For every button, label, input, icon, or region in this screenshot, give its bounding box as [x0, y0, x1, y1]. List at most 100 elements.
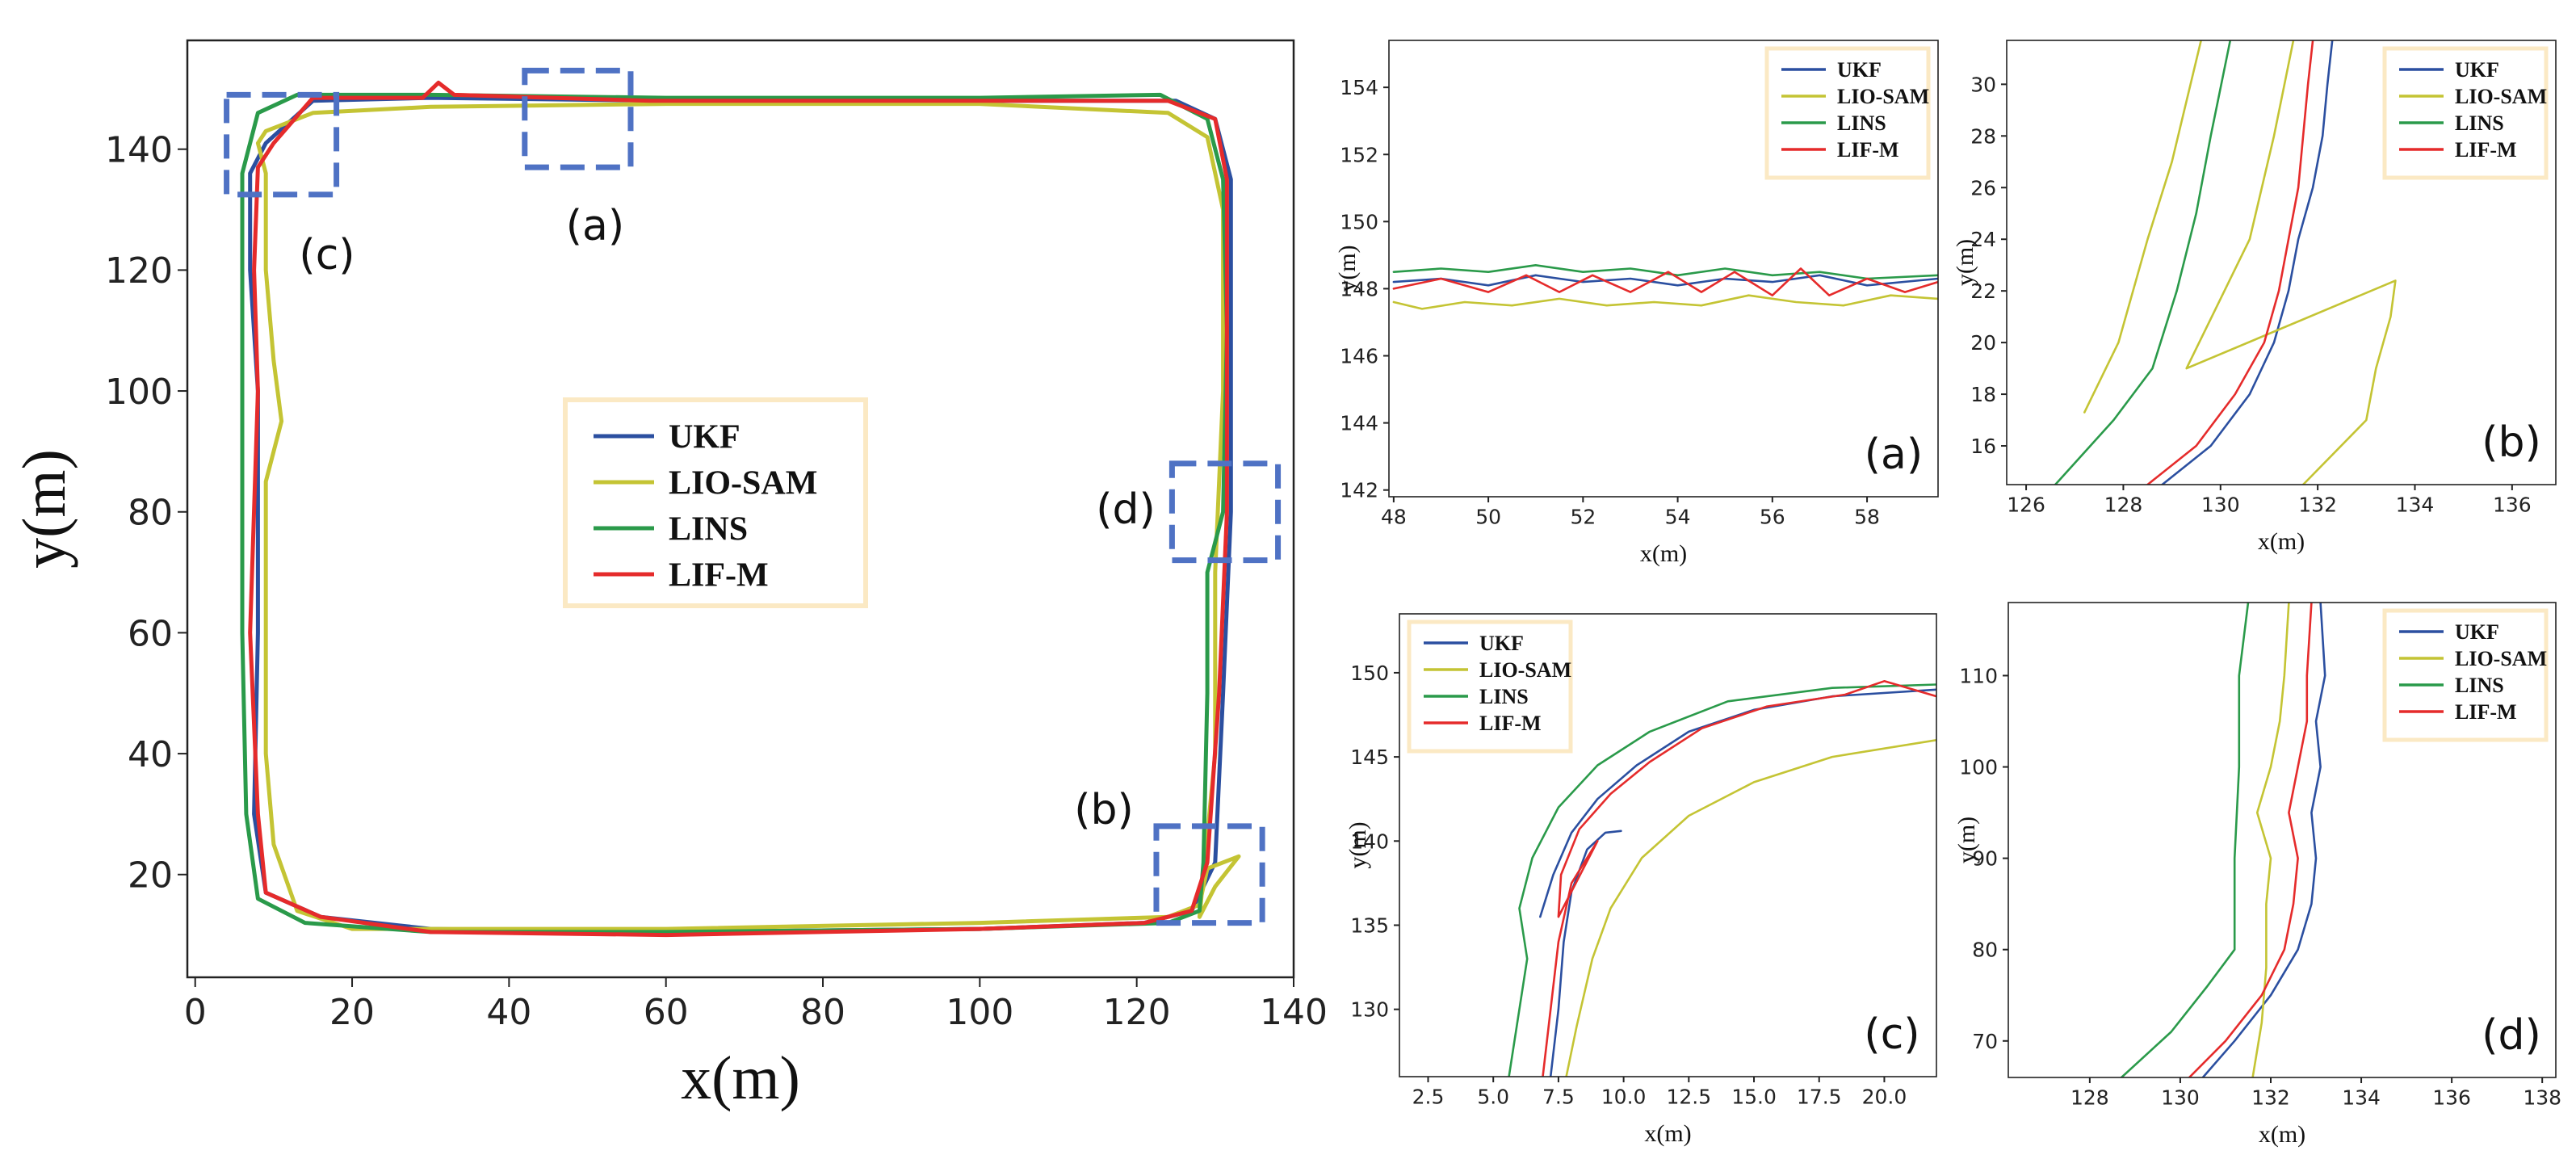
legend-entry-lins: LINS — [1837, 111, 1886, 135]
x-tick-label: 0 — [184, 992, 207, 1033]
x-axis-label: x(m) — [2259, 1121, 2305, 1148]
plot-frame — [186, 39, 1295, 979]
x-tick-label: 15.0 — [1731, 1085, 1777, 1108]
legend-entry-ukf: UKF — [2455, 58, 2499, 82]
y-tick-label: 100 — [1959, 756, 1998, 779]
legend-entry-ukf: UKF — [2455, 620, 2499, 644]
legend-entry-ukf: UKF — [669, 419, 740, 456]
y-axis-label: y(m) — [1334, 245, 1361, 292]
x-axis-label: x(m) — [2258, 528, 2305, 555]
y-tick-label: 60 — [128, 613, 173, 654]
x-axis-label: x(m) — [1640, 540, 1687, 567]
legend-entry-lif-m: LIF-M — [1837, 138, 1899, 162]
series-group — [2054, 40, 2397, 485]
y-tick-label: 150 — [1350, 662, 1389, 685]
plot-frame — [1388, 40, 1939, 498]
x-tick-label: 130 — [2201, 493, 2240, 516]
panel-label: (c) — [1864, 1010, 1919, 1059]
series-line-lio-sam — [2083, 40, 2202, 414]
panel-label: (a) — [1865, 430, 1923, 479]
chart-d: 128 130 132 134 136 138 70 80 90 100 110 x(m) y(m) (d… — [1953, 602, 2561, 1148]
x-tick-label: 58 — [1854, 505, 1880, 528]
x-tick-label: 136 — [2493, 493, 2532, 516]
legend-entry-lif-m: LIF-M — [669, 557, 769, 594]
y-tick-label: 18 — [1970, 383, 1996, 406]
legend-entry-ukf: UKF — [1837, 58, 1882, 82]
x-tick-label: 136 — [2432, 1086, 2471, 1109]
y-tick-label: 20 — [1970, 331, 1996, 355]
y-tick-label: 140 — [1350, 830, 1389, 853]
legend: UKF LIO-SAM LINS LIF-M — [2382, 608, 2549, 742]
y-tick-label: 154 — [1340, 76, 1378, 99]
x-tick-label: 120 — [1103, 992, 1171, 1033]
legend-entry-lif-m: LIF-M — [2455, 138, 2517, 162]
series-line-ukf — [1392, 274, 1938, 287]
y-axis-label: y(m) — [10, 449, 78, 569]
y-tick-label: 144 — [1340, 412, 1378, 435]
zoom-label-c: (c) — [299, 231, 355, 279]
x-tick-label: 7.5 — [1542, 1085, 1575, 1108]
x-tick-label: 126 — [2007, 493, 2045, 516]
legend-box — [2382, 608, 2549, 742]
zoom-box-d — [1168, 460, 1282, 564]
legend: UKF LIO-SAM LINS LIF-M — [1407, 620, 1573, 754]
series-line-lio-sam — [1392, 294, 1938, 310]
y-tick-label: 152 — [1340, 143, 1378, 166]
y-tick-label: 100 — [105, 372, 173, 413]
x-tick-label: 80 — [800, 992, 845, 1033]
series-line-ukf — [2201, 603, 2326, 1077]
series-line-ukf — [1539, 688, 1936, 918]
x-tick-label: 20.0 — [1862, 1085, 1907, 1108]
y-tick-label: 22 — [1970, 279, 1996, 303]
y-axis-label: y(m) — [1345, 821, 1371, 868]
y-tick-label: 146 — [1340, 345, 1378, 368]
x-tick-label: 2.5 — [1412, 1085, 1445, 1108]
series-line-lins — [1508, 683, 1936, 1077]
series-line-lins — [1392, 264, 1938, 280]
zoom-box-b — [1153, 823, 1265, 926]
panel-label: (b) — [2482, 418, 2541, 467]
series-group — [2120, 603, 2326, 1077]
y-tick-label: 26 — [1970, 176, 1996, 200]
y-tick-label: 145 — [1350, 746, 1389, 769]
y-tick-label: 110 — [1959, 664, 1998, 687]
x-axis-label: x(m) — [681, 1044, 800, 1112]
x-tick-label: 56 — [1760, 505, 1785, 528]
y-tick-label: 90 — [1972, 847, 1998, 871]
x-tick-label: 128 — [2070, 1086, 2109, 1109]
series-line-lins — [2120, 603, 2250, 1077]
x-tick-label: 132 — [2251, 1086, 2290, 1109]
chart-b: 126 128 130 132 134 136 16 18 20 22 24 26 28 30 x(m) y(… — [1952, 40, 2557, 555]
x-tick-label: 17.5 — [1797, 1085, 1842, 1108]
y-tick-label: 80 — [1972, 939, 1998, 962]
panel-label: (d) — [2482, 1011, 2541, 1060]
plot-frame — [2008, 602, 2557, 1078]
legend-entry-lio-sam: LIO-SAM — [1479, 658, 1571, 682]
x-tick-label: 134 — [2342, 1086, 2381, 1109]
series-group — [1508, 680, 1936, 1077]
y-tick-label: 40 — [128, 734, 173, 775]
series-line-lif-m — [2188, 603, 2313, 1077]
x-tick-label: 50 — [1475, 505, 1501, 528]
zoom-box-a — [522, 67, 634, 170]
x-tick-label: 138 — [2523, 1086, 2561, 1109]
legend: UKF LIO-SAM LINS LIF-M — [563, 397, 868, 608]
y-tick-label: 28 — [1970, 124, 1996, 148]
legend-entry-lio-sam: LIO-SAM — [1837, 85, 1929, 108]
x-axis-label: x(m) — [1644, 1120, 1691, 1147]
series-group — [1392, 264, 1938, 310]
series-line-lif-m — [248, 80, 1229, 938]
y-axis-label: y(m) — [1953, 817, 1980, 863]
x-tick-label: 40 — [486, 992, 531, 1033]
x-tick-label: 5.0 — [1477, 1085, 1509, 1108]
y-axis-label: y(m) — [1952, 239, 1978, 286]
x-tick-label: 12.5 — [1666, 1085, 1711, 1108]
y-tick-label: 148 — [1340, 277, 1378, 300]
zoom-label-a: (a) — [566, 202, 624, 250]
chart-main: (a) (b) (c) (d) 0 20 40 60 80 100 120 140 20 40 60 80 10… — [10, 39, 1328, 1112]
zoom-label-b: (b) — [1074, 786, 1134, 834]
legend-entry-ukf: UKF — [1479, 632, 1524, 655]
x-tick-label: 10.0 — [1601, 1085, 1647, 1108]
y-tick-label: 30 — [1970, 73, 1996, 96]
legend: UKF LIO-SAM LINS LIF-M — [1764, 46, 1931, 180]
